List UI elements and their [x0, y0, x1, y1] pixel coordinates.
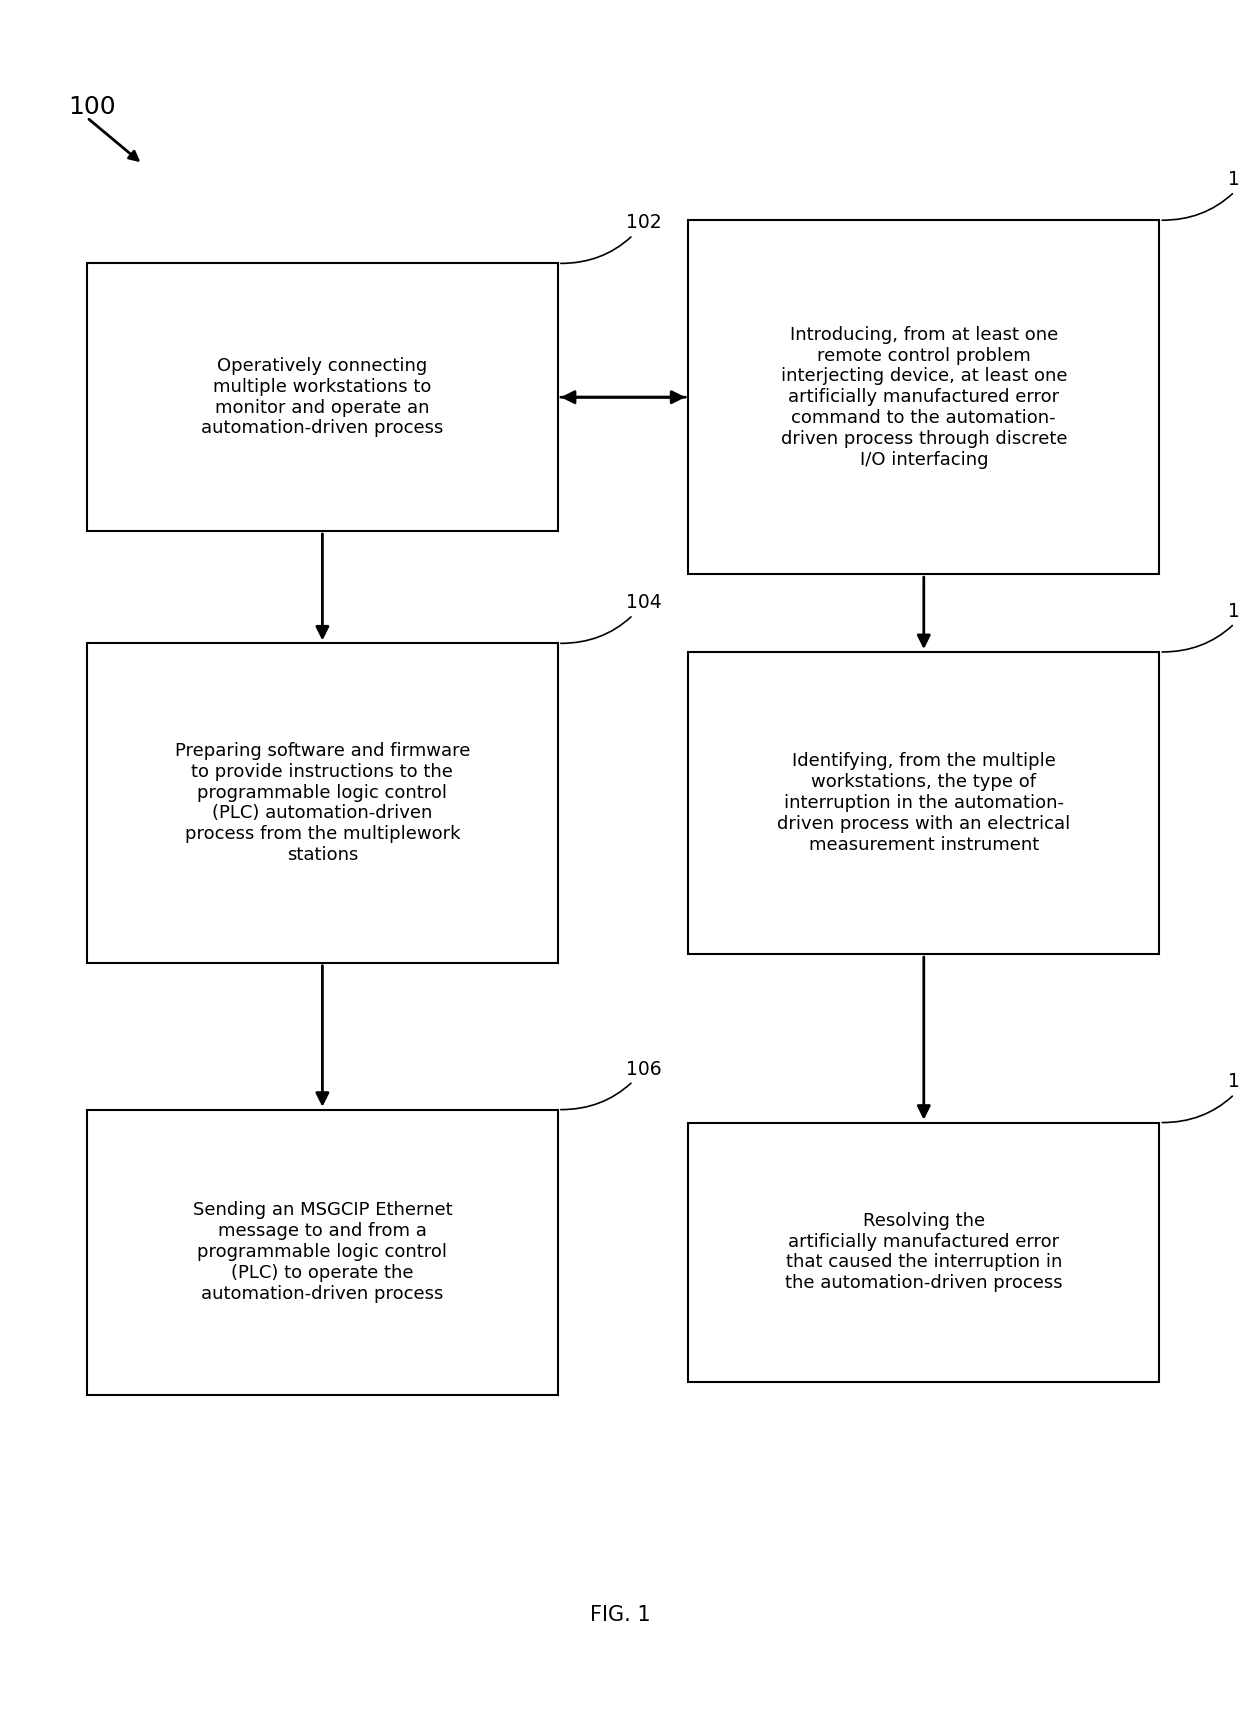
Text: 111: 111: [1162, 1072, 1240, 1123]
FancyBboxPatch shape: [688, 221, 1159, 573]
FancyBboxPatch shape: [688, 651, 1159, 953]
Text: Sending an MSGCIP Ethernet
message to and from a
programmable logic control
(PLC: Sending an MSGCIP Ethernet message to an…: [192, 1202, 453, 1302]
Text: 110: 110: [1162, 601, 1240, 653]
Text: 104: 104: [560, 592, 662, 644]
Text: Operatively connecting
multiple workstations to
monitor and operate an
automatio: Operatively connecting multiple workstat…: [201, 357, 444, 437]
Text: 100: 100: [68, 95, 115, 119]
FancyBboxPatch shape: [87, 644, 558, 964]
Text: 102: 102: [560, 212, 662, 264]
Text: Identifying, from the multiple
workstations, the type of
interruption in the aut: Identifying, from the multiple workstati…: [777, 753, 1070, 853]
Text: Resolving the
artificially manufactured error
that caused the interruption in
th: Resolving the artificially manufactured …: [785, 1212, 1063, 1292]
Text: Introducing, from at least one
remote control problem
interjecting device, at le: Introducing, from at least one remote co…: [780, 326, 1068, 468]
Text: Preparing software and firmware
to provide instructions to the
programmable logi: Preparing software and firmware to provi…: [175, 743, 470, 864]
Text: FIG. 1: FIG. 1: [590, 1604, 650, 1625]
FancyBboxPatch shape: [688, 1123, 1159, 1382]
FancyBboxPatch shape: [87, 263, 558, 532]
FancyBboxPatch shape: [87, 1110, 558, 1395]
Text: 106: 106: [560, 1059, 662, 1110]
Text: 108: 108: [1162, 169, 1240, 221]
